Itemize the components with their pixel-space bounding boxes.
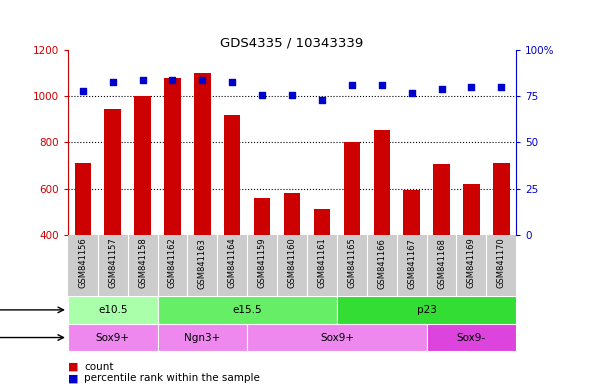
Bar — [135, 96, 151, 235]
Point — [497, 84, 506, 90]
Text: Ngn3+: Ngn3+ — [184, 333, 221, 343]
Bar — [158, 324, 247, 351]
Text: p23: p23 — [417, 305, 437, 315]
Bar — [68, 324, 158, 351]
Point — [138, 77, 148, 83]
Point — [467, 84, 476, 90]
Bar — [433, 164, 450, 235]
Point — [168, 77, 177, 83]
Bar — [343, 142, 360, 235]
Bar — [254, 198, 270, 235]
Bar — [224, 115, 241, 235]
Text: count: count — [84, 362, 114, 372]
Text: GSM841160: GSM841160 — [287, 238, 297, 288]
Bar — [247, 324, 427, 351]
Text: ■: ■ — [68, 373, 78, 383]
Point — [287, 91, 297, 98]
Point — [257, 91, 267, 98]
Text: Sox9+: Sox9+ — [320, 333, 354, 343]
Bar — [463, 184, 480, 235]
Bar — [427, 324, 516, 351]
Bar — [337, 296, 516, 324]
Text: GSM841161: GSM841161 — [317, 238, 326, 288]
Bar — [284, 193, 300, 235]
Bar — [314, 209, 330, 235]
Point — [198, 77, 207, 83]
Text: GSM841162: GSM841162 — [168, 238, 177, 288]
Text: GSM841169: GSM841169 — [467, 238, 476, 288]
Text: GSM841159: GSM841159 — [258, 238, 267, 288]
Text: e15.5: e15.5 — [232, 305, 262, 315]
Bar — [373, 130, 390, 235]
Bar — [104, 109, 121, 235]
Text: GSM841166: GSM841166 — [377, 238, 386, 288]
Text: Sox9+: Sox9+ — [96, 333, 130, 343]
Bar — [74, 163, 91, 235]
Text: GSM841167: GSM841167 — [407, 238, 416, 288]
Text: GSM841168: GSM841168 — [437, 238, 446, 288]
Point — [377, 82, 386, 88]
Text: GSM841156: GSM841156 — [78, 238, 87, 288]
Bar — [164, 78, 181, 235]
Bar — [493, 163, 510, 235]
Bar — [404, 190, 420, 235]
Bar — [158, 296, 337, 324]
Point — [228, 79, 237, 85]
Point — [317, 97, 327, 103]
Text: Sox9-: Sox9- — [457, 333, 486, 343]
Title: GDS4335 / 10343339: GDS4335 / 10343339 — [221, 36, 363, 49]
Bar — [68, 296, 158, 324]
Point — [347, 82, 356, 88]
Point — [407, 89, 417, 96]
Text: GSM841157: GSM841157 — [108, 238, 117, 288]
Text: GSM841164: GSM841164 — [228, 238, 237, 288]
Bar — [194, 73, 211, 235]
Point — [108, 79, 117, 85]
Text: GSM841163: GSM841163 — [198, 238, 207, 288]
Text: percentile rank within the sample: percentile rank within the sample — [84, 373, 260, 383]
Text: ■: ■ — [68, 362, 78, 372]
Point — [78, 88, 87, 94]
Text: e10.5: e10.5 — [98, 305, 127, 315]
Text: GSM841165: GSM841165 — [348, 238, 356, 288]
Text: GSM841170: GSM841170 — [497, 238, 506, 288]
Point — [437, 86, 446, 92]
Text: GSM841158: GSM841158 — [138, 238, 147, 288]
